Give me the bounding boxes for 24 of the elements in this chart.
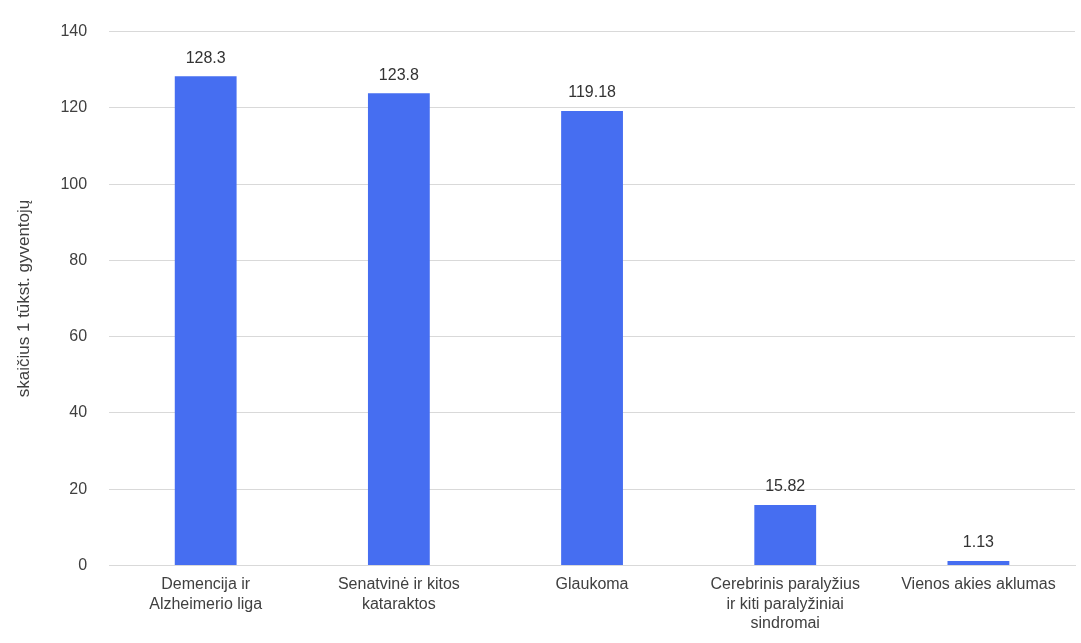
y-tick-label: 140 — [60, 22, 88, 40]
y-tick-label: 80 — [69, 250, 88, 268]
x-tick-label: Vienos akies aklumas — [901, 575, 1056, 593]
x-tick-label: Glaukoma — [555, 575, 629, 593]
y-tick-label: 20 — [69, 479, 88, 497]
data-label: 119.18 — [568, 83, 617, 101]
bar — [947, 561, 1010, 565]
y-tick-label: 0 — [78, 555, 88, 573]
bar — [561, 110, 623, 565]
y-tick-label: 100 — [60, 174, 88, 192]
bar — [174, 76, 237, 565]
bar — [754, 505, 817, 565]
x-tick-label: Senatvinė ir kitos kataraktos — [337, 575, 460, 612]
data-label: 123.8 — [378, 65, 419, 83]
y-axis-title: skaičius 1 tūkst. gyventojų — [13, 199, 33, 398]
data-label: 1.13 — [962, 533, 995, 551]
x-tick-label: Demencija ir Alzheimerio liga — [149, 575, 263, 612]
bar — [367, 93, 430, 565]
data-label: 15.82 — [765, 477, 806, 495]
data-label: 128.3 — [185, 48, 226, 66]
y-tick-label: 120 — [60, 98, 88, 116]
y-tick-label: 60 — [69, 327, 88, 345]
y-tick-label: 40 — [69, 403, 88, 421]
x-tick-label: Cerebrinis paralyžius ir kiti paralyžiniai sindromai — [710, 575, 860, 631]
